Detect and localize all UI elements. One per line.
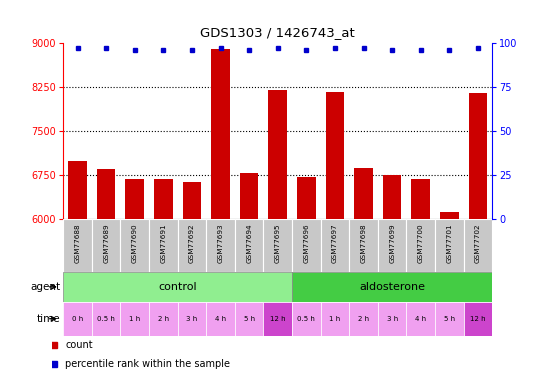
- Bar: [263, 302, 292, 336]
- Bar: [68, 160, 87, 375]
- Text: time: time: [37, 314, 60, 324]
- Bar: [464, 219, 492, 272]
- Text: aldosterone: aldosterone: [359, 282, 425, 292]
- Text: 2 h: 2 h: [358, 316, 369, 322]
- Text: GSM77701: GSM77701: [447, 224, 452, 263]
- Bar: [411, 178, 430, 375]
- Text: 4 h: 4 h: [415, 316, 426, 322]
- Text: GSM77702: GSM77702: [475, 224, 481, 263]
- Bar: [125, 179, 144, 375]
- Bar: [440, 212, 459, 375]
- Text: 4 h: 4 h: [215, 316, 226, 322]
- Text: 3 h: 3 h: [186, 316, 197, 322]
- Text: control: control: [158, 282, 197, 292]
- Text: 0 h: 0 h: [72, 316, 83, 322]
- Bar: [297, 177, 316, 375]
- Bar: [63, 302, 92, 336]
- Bar: [263, 219, 292, 272]
- Bar: [349, 302, 378, 336]
- Text: agent: agent: [30, 282, 60, 292]
- Text: 1 h: 1 h: [129, 316, 140, 322]
- Text: GSM77693: GSM77693: [218, 224, 223, 263]
- Bar: [321, 219, 349, 272]
- Text: GSM77700: GSM77700: [418, 224, 424, 263]
- Bar: [92, 219, 120, 272]
- Bar: [349, 219, 378, 272]
- Bar: [292, 272, 492, 302]
- Bar: [464, 302, 492, 336]
- Text: GSM77698: GSM77698: [361, 224, 366, 263]
- Bar: [406, 219, 435, 272]
- Bar: [120, 219, 149, 272]
- Text: GSM77695: GSM77695: [275, 224, 280, 263]
- Bar: [383, 175, 402, 375]
- Bar: [63, 219, 92, 272]
- Text: GSM77690: GSM77690: [132, 224, 138, 263]
- Bar: [406, 302, 435, 336]
- Text: GSM77692: GSM77692: [189, 224, 195, 263]
- Text: GSM77691: GSM77691: [161, 224, 166, 263]
- Text: 12 h: 12 h: [470, 316, 486, 322]
- Text: 5 h: 5 h: [244, 316, 255, 322]
- Bar: [435, 219, 464, 272]
- Text: 3 h: 3 h: [387, 316, 398, 322]
- Text: GSM77697: GSM77697: [332, 224, 338, 263]
- Text: GSM77688: GSM77688: [75, 224, 80, 263]
- Bar: [435, 302, 464, 336]
- Bar: [183, 182, 201, 375]
- Text: 0.5 h: 0.5 h: [97, 316, 115, 322]
- Text: GSM77696: GSM77696: [304, 224, 309, 263]
- Bar: [240, 173, 258, 375]
- Bar: [211, 49, 230, 375]
- Text: GDS1303 / 1426743_at: GDS1303 / 1426743_at: [200, 26, 355, 39]
- Text: GSM77699: GSM77699: [389, 224, 395, 263]
- Bar: [321, 302, 349, 336]
- Text: 12 h: 12 h: [270, 316, 285, 322]
- Bar: [154, 178, 173, 375]
- Bar: [326, 92, 344, 375]
- Text: percentile rank within the sample: percentile rank within the sample: [65, 359, 230, 369]
- Bar: [178, 302, 206, 336]
- Bar: [292, 219, 321, 272]
- Bar: [469, 93, 487, 375]
- Bar: [378, 219, 406, 272]
- Text: GSM77694: GSM77694: [246, 224, 252, 263]
- Text: 5 h: 5 h: [444, 316, 455, 322]
- Text: 1 h: 1 h: [329, 316, 340, 322]
- Bar: [92, 302, 120, 336]
- Bar: [63, 272, 292, 302]
- Bar: [354, 168, 373, 375]
- Bar: [149, 219, 178, 272]
- Text: count: count: [65, 339, 93, 350]
- Bar: [235, 219, 263, 272]
- Bar: [206, 219, 235, 272]
- Bar: [378, 302, 406, 336]
- Text: 2 h: 2 h: [158, 316, 169, 322]
- Bar: [206, 302, 235, 336]
- Bar: [292, 302, 321, 336]
- Bar: [120, 302, 149, 336]
- Bar: [178, 219, 206, 272]
- Bar: [268, 90, 287, 375]
- Bar: [235, 302, 263, 336]
- Text: GSM77689: GSM77689: [103, 224, 109, 263]
- Text: 0.5 h: 0.5 h: [298, 316, 315, 322]
- Bar: [97, 170, 116, 375]
- Bar: [149, 302, 178, 336]
